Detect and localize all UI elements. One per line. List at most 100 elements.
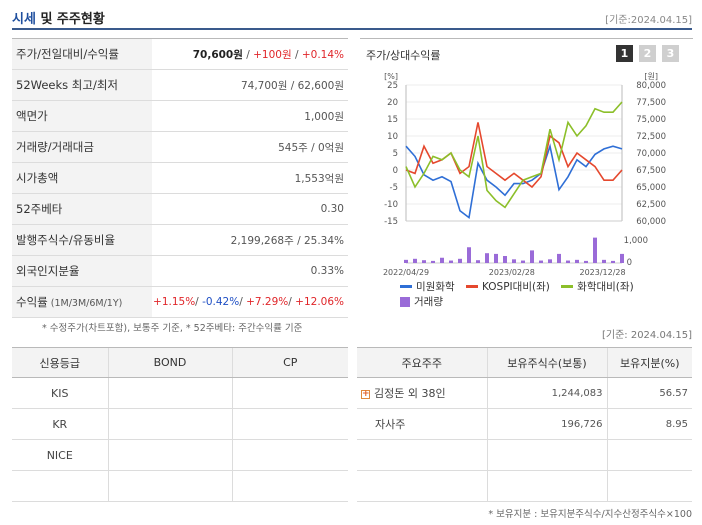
volume-bar	[440, 257, 444, 263]
legend-swatch-chem	[561, 285, 574, 288]
volume-tick-label: 1,000	[624, 236, 648, 246]
left-tick-label: 20	[387, 98, 398, 108]
chart-button-1[interactable]: 1	[616, 45, 633, 62]
holder-name	[357, 470, 487, 502]
legend-swatch-volume	[400, 296, 410, 307]
volume-bar	[512, 259, 516, 263]
right-tick-label: 80,000	[636, 81, 666, 91]
holders-header-shares: 보유주식수(보통)	[486, 347, 607, 378]
chart-button-2[interactable]: 2	[639, 45, 656, 62]
right-tick-label: 77,500	[636, 98, 666, 108]
volume-bar	[404, 259, 408, 263]
right-tick-label: 60,000	[636, 217, 666, 227]
table-row: KIS	[12, 377, 348, 409]
volume-bar	[413, 258, 417, 263]
holder-shares	[486, 439, 607, 471]
price-chart: [%] [원] 25 20 15 10 5 0 -5 -10 -15 80,000 77,500 75,0…	[383, 72, 666, 277]
left-tick-label: 5	[393, 149, 398, 159]
credit-header-cp: CP	[231, 347, 348, 378]
right-tick-label: 65,000	[636, 183, 666, 193]
chart-button-3[interactable]: 3	[662, 45, 679, 62]
row-returns: 수익률 (1M/3M/6M/1Y) +1.15%/ -0.42%/ +7.29%…	[12, 286, 348, 318]
credit-header-bond: BOND	[107, 347, 232, 378]
section-title: 시세 및 주주현황	[12, 8, 105, 27]
volume-bar	[620, 253, 624, 263]
volume-bar	[593, 237, 597, 263]
volume-bar	[503, 256, 507, 263]
as-of-date-2: [기준: 2024.04.15]	[601, 330, 692, 341]
left-tick-label: 0	[393, 166, 398, 176]
label-beta: 52주베타	[12, 193, 152, 225]
label-shares: 발행주식수/유동비율	[12, 224, 152, 256]
volume-bar	[521, 260, 525, 263]
value-mcap: 1,553억원	[294, 172, 344, 185]
chart-legend: 미원화학 KOSPI대비(좌) 화학대비(좌) 거래량	[400, 279, 690, 310]
holders-header-name: 주요주주	[357, 347, 487, 378]
right-tick-label: 62,500	[636, 200, 666, 210]
series-line-2	[405, 101, 623, 209]
volume-bar	[449, 260, 453, 263]
legend-item-kospi: KOSPI대비(좌)	[465, 279, 550, 294]
table-row: + 김정돈 외 38인 1,244,083 56.57	[357, 377, 692, 409]
row-beta: 52주베타 0.30	[12, 193, 348, 225]
credit-bond	[107, 439, 232, 471]
volume-bar	[611, 260, 615, 263]
value-52weeks: 74,700원 / 62,600원	[240, 79, 344, 92]
row-foreign: 외국인지분율 0.33%	[12, 255, 348, 287]
credit-agency: KR	[12, 408, 108, 440]
credit-agency: NICE	[12, 439, 108, 471]
right-axis-label: [원]	[644, 72, 658, 81]
holder-name: + 김정돈 외 38인	[357, 377, 487, 409]
credit-agency	[12, 470, 108, 502]
label-volume: 거래량/거래대금	[12, 131, 152, 163]
holder-pct: 56.57	[606, 377, 692, 409]
legend-swatch-kospi	[465, 285, 478, 288]
footnote-left: * 수정주가(차트포함), 보통주 기준, * 52주베타: 주간수익률 기준	[42, 323, 303, 334]
row-shares: 발행주식수/유동비율 2,199,268주 / 25.34%	[12, 224, 348, 256]
volume-bar	[494, 253, 498, 263]
holder-name: 자사주	[357, 408, 487, 440]
holder-name-link[interactable]: 김정돈 외 38인	[374, 387, 446, 400]
x-tick-label: 2023/02/28	[489, 268, 535, 277]
label-mcap: 시가총액	[12, 162, 152, 194]
credit-header-rating: 신용등급	[12, 347, 108, 378]
volume-bar	[566, 260, 570, 263]
value-beta: 0.30	[320, 203, 344, 215]
expand-icon[interactable]: +	[361, 388, 370, 399]
credit-cp	[231, 408, 348, 440]
row-price: 주가/전일대비/수익률 70,600원 / +100원 / +0.14%	[12, 38, 348, 70]
value-foreign: 0.33%	[310, 265, 344, 277]
chart-title: 주가/상대수익률	[366, 49, 441, 62]
volume-bar	[584, 260, 588, 263]
stock-info-table: 주가/전일대비/수익률 70,600원 / +100원 / +0.14% 52W…	[12, 38, 348, 318]
right-tick-label: 70,000	[636, 149, 666, 159]
holder-name-text: 자사주	[375, 418, 406, 431]
x-tick-label: 2023/12/28	[580, 268, 626, 277]
holder-shares	[486, 470, 607, 502]
chart-panel: 주가/상대수익률 1 2 3 [%] [원] 25 20 15 10 5 0 -5 -10 -15 8…	[360, 38, 693, 310]
holders-header-pct: 보유지분(%)	[606, 347, 692, 378]
volume-bar	[539, 260, 543, 263]
credit-bond	[107, 377, 232, 409]
value-returns: +1.15%/ -0.42%/ +7.29%/ +12.06%	[153, 296, 344, 308]
volume-bar	[476, 260, 480, 263]
value-par: 1,000원	[304, 110, 344, 123]
label-par: 액면가	[12, 100, 152, 132]
volume-bar	[458, 258, 462, 263]
legend-item-miwon: 미원화학	[400, 279, 455, 294]
left-tick-label: 10	[387, 132, 398, 142]
holder-name	[357, 439, 487, 471]
right-tick-label: 75,000	[636, 115, 666, 125]
volume-bar	[557, 253, 561, 263]
left-tick-label: -15	[384, 217, 398, 227]
holder-pct	[606, 439, 692, 471]
table-row	[357, 439, 692, 471]
table-row: NICE	[12, 439, 348, 471]
label-52weeks: 52Weeks 최고/최저	[12, 69, 152, 101]
volume-bar	[548, 259, 552, 263]
holders-header-row: 주요주주 보유주식수(보통) 보유지분(%)	[357, 347, 692, 378]
table-row: 자사주 196,726 8.95	[357, 408, 692, 440]
holder-shares: 196,726	[486, 408, 607, 440]
volume-bar	[575, 259, 579, 263]
volume-bar	[485, 253, 489, 263]
